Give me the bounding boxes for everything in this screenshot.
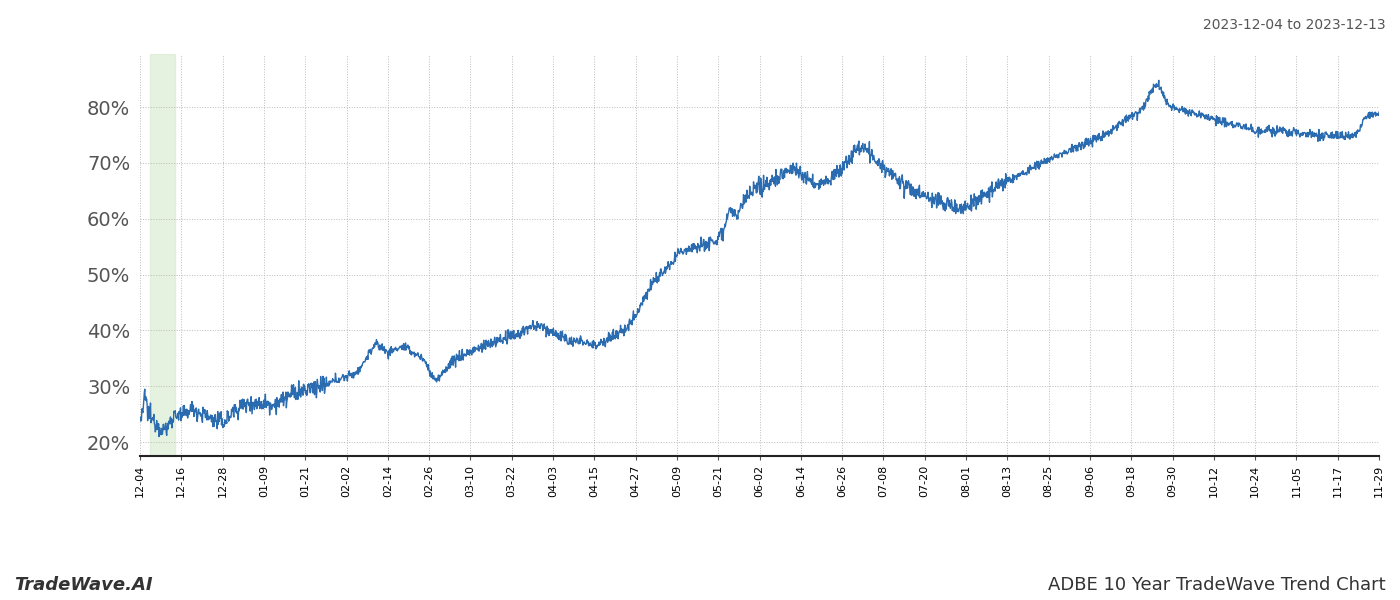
- Text: ADBE 10 Year TradeWave Trend Chart: ADBE 10 Year TradeWave Trend Chart: [1049, 576, 1386, 594]
- Text: TradeWave.AI: TradeWave.AI: [14, 576, 153, 594]
- Bar: [150, 54, 175, 456]
- Text: 2023-12-04 to 2023-12-13: 2023-12-04 to 2023-12-13: [1204, 18, 1386, 32]
